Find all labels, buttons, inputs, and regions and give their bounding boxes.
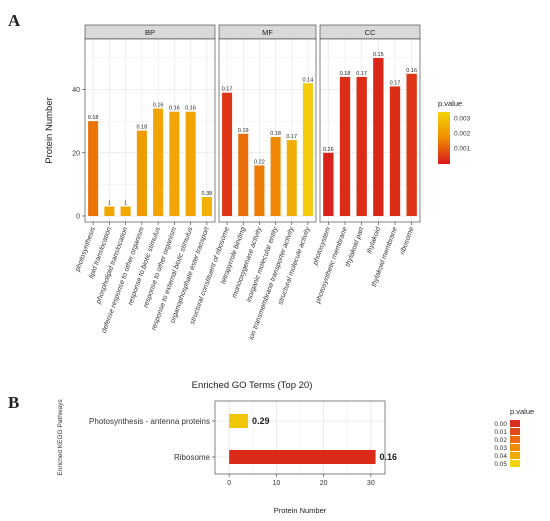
- kegg-bar: [229, 450, 376, 464]
- bar-cc: [323, 152, 334, 216]
- kegg-legend-swatch: [510, 460, 520, 467]
- panel-b-letter: B: [8, 393, 19, 412]
- bar-cc: [356, 76, 367, 216]
- legend-tick-label: 0.003: [454, 116, 471, 123]
- x-tick-label: thylakoid: [366, 225, 382, 254]
- bar-value-label: 0.16: [169, 106, 180, 112]
- bar-value-label: 0.17: [222, 87, 233, 93]
- kegg-y-axis-title: Enriched KEGG Pathways: [57, 399, 64, 476]
- bar-value-label: 0.17: [390, 80, 401, 86]
- bar-bp: [88, 121, 99, 216]
- bar-value-label: 0.38: [202, 191, 213, 197]
- bar-value-label: 1: [124, 201, 127, 207]
- bar-bp: [201, 197, 212, 216]
- bar-value-label: 0.14: [303, 77, 314, 83]
- legend-tick-label: 0.001: [454, 146, 471, 153]
- y-tick-label: 0: [76, 214, 80, 221]
- bar-cc: [339, 76, 351, 216]
- x-tick-label: structural molecule activity: [277, 226, 312, 306]
- facet-background: [320, 39, 420, 222]
- kegg-x-axis-title: Protein Number: [274, 506, 327, 515]
- kegg-category-label: Photosynthesis - antenna proteins: [89, 417, 210, 426]
- facet-border: [218, 38, 317, 223]
- kegg-legend-swatch: [510, 420, 520, 427]
- y-axis-title: Protein Number: [44, 97, 55, 164]
- bar-value-label: 0.18: [137, 125, 148, 131]
- bar-bp: [153, 108, 164, 216]
- facet-border: [84, 38, 216, 223]
- kegg-legend-label: 0.04: [494, 453, 507, 460]
- facet-strip-label: MF: [262, 28, 273, 37]
- bar-mf: [238, 133, 249, 216]
- kegg-x-tick-label: 30: [367, 480, 375, 487]
- panel-b-kegg-chart: 0.29 Photosynthesis - antenna proteins 0.1…: [57, 399, 534, 515]
- x-tick-label: thylakoid part: [345, 225, 366, 268]
- legend-colorbar: [438, 112, 450, 164]
- bar-bp: [120, 206, 131, 216]
- bar-cc: [373, 57, 384, 216]
- kegg-bar: [229, 414, 249, 428]
- bar-value-label: 0.22: [254, 159, 265, 165]
- kegg-legend-swatch: [510, 436, 520, 443]
- kegg-plot-border: [214, 400, 386, 475]
- bar-value-label: 0.16: [153, 103, 164, 109]
- bar-value-label: 0.17: [286, 134, 297, 140]
- bar-mf: [254, 165, 265, 216]
- bar-bp: [169, 111, 180, 216]
- bar-value-label: 0.16: [406, 68, 417, 74]
- bar-cc: [406, 73, 417, 217]
- kegg-category-label: Ribosome: [174, 453, 211, 462]
- kegg-x-tick-label: 10: [272, 480, 280, 487]
- bar-mf: [222, 92, 233, 216]
- facet-background: [219, 39, 316, 222]
- legend-tick-label: 0.002: [454, 131, 471, 138]
- bar-value-label: 0.15: [373, 52, 384, 58]
- kegg-legend-swatch: [510, 452, 520, 459]
- bar-mf: [302, 83, 313, 216]
- bar-value-label: 1: [108, 201, 111, 207]
- bar-value-label: 0.18: [270, 131, 281, 137]
- facet-strip-label: BP: [145, 28, 155, 37]
- kegg-bar-value-label: 0.29: [252, 416, 270, 426]
- x-tick-label: ribosome: [399, 226, 415, 256]
- bar-bp: [136, 130, 147, 216]
- bar-value-label: 0.18: [88, 115, 99, 121]
- kegg-legend-title: p.value: [510, 407, 534, 416]
- kegg-legend-swatch: [510, 444, 520, 451]
- kegg-bar-value-label: 0.16: [380, 452, 398, 462]
- kegg-legend-label: 0.01: [494, 429, 507, 436]
- kegg-x-tick-label: 0: [227, 480, 231, 487]
- bar-mf: [286, 140, 297, 216]
- bar-bp: [185, 111, 196, 216]
- kegg-legend-swatch: [510, 428, 520, 435]
- bar-value-label: 0.16: [185, 106, 196, 112]
- kegg-legend-label: 0.00: [494, 421, 507, 428]
- kegg-x-tick-label: 20: [320, 480, 328, 487]
- kegg-legend-label: 0.03: [494, 445, 507, 452]
- bar-cc: [389, 86, 401, 217]
- x-axis-title: Enriched GO Terms (Top 20): [192, 380, 313, 391]
- panel-a-letter: A: [8, 11, 21, 30]
- bar-value-label: 0.17: [356, 71, 367, 77]
- kegg-legend-label: 0.02: [494, 437, 507, 444]
- bar-value-label: 0.26: [323, 147, 334, 153]
- bar-value-label: 0.19: [238, 128, 249, 134]
- y-tick-label: 20: [72, 150, 80, 157]
- legend-title: p.value: [438, 99, 462, 108]
- bar-bp: [104, 206, 115, 216]
- y-tick-label: 40: [72, 87, 80, 94]
- facet-strip-label: CC: [365, 28, 376, 37]
- facet-border: [319, 38, 421, 223]
- bar-value-label: 0.18: [340, 71, 351, 77]
- kegg-legend-label: 0.05: [494, 461, 507, 468]
- bar-mf: [270, 136, 281, 216]
